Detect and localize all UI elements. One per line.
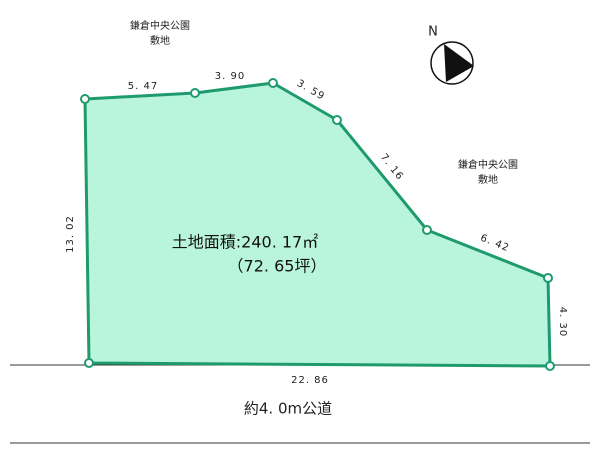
vertex [332, 115, 342, 125]
park-label: 敷地 [478, 173, 498, 186]
compass-arrow [444, 44, 474, 82]
area-tsubo: （72. 65坪） [228, 257, 327, 276]
north-label: N [428, 25, 438, 40]
vertex [190, 88, 200, 98]
park-label: 敷地 [150, 34, 170, 47]
edge-length: 22. 86 [291, 375, 329, 386]
vertices [80, 78, 555, 371]
vertex [84, 358, 94, 368]
vertex [268, 78, 278, 88]
vertex [543, 273, 553, 283]
edge-length: 4. 30 [557, 307, 568, 337]
vertex [545, 361, 555, 371]
road-label: 約4. 0m公道 [244, 400, 332, 418]
lot-boundary [83, 81, 552, 368]
vertex [80, 94, 90, 104]
edge-length: 3. 90 [215, 71, 245, 82]
park-label: 鎌倉中央公園 [130, 19, 190, 32]
area-sqm: 土地面積:240. 17㎡ [172, 233, 318, 252]
vertex [422, 225, 432, 235]
park-label: 鎌倉中央公園 [458, 158, 518, 171]
edge-length: 13. 02 [65, 215, 76, 253]
edge-length: 5. 47 [128, 81, 158, 92]
